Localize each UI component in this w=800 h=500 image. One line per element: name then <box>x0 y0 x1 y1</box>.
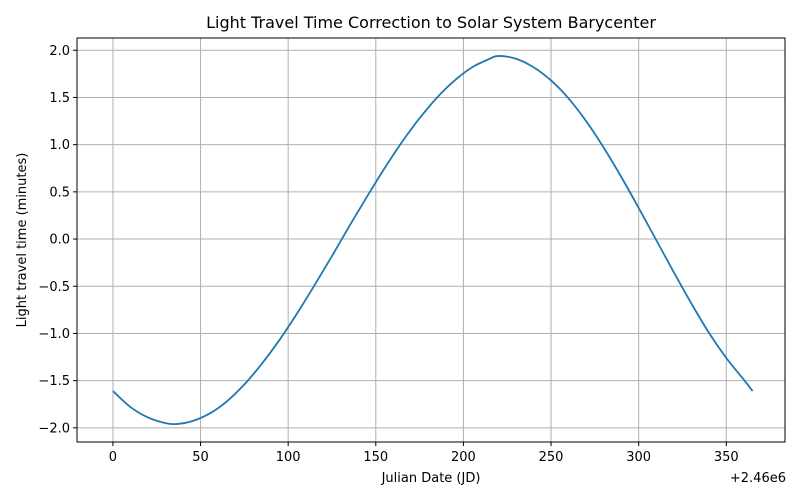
plot-frame <box>76 37 786 443</box>
x-tick-label: 350 <box>714 450 739 465</box>
y-tick-label: 1.0 <box>49 138 70 153</box>
x-tick-label: 100 <box>276 450 301 465</box>
y-tick-label: −1.0 <box>38 327 70 342</box>
x-tick-label: 300 <box>626 450 651 465</box>
y-tick-label: −2.0 <box>38 421 70 436</box>
series-group <box>112 55 754 426</box>
y-tick-label: 0.5 <box>49 185 70 200</box>
x-ticks: 0 50 100 150 200 250 300 350 <box>109 442 739 465</box>
y-tick-label: 1.5 <box>49 91 70 106</box>
x-axis-offset-label: +2.46e6 <box>730 471 786 486</box>
x-tick-label: 200 <box>451 450 476 465</box>
x-tick-label: 50 <box>192 450 209 465</box>
x-tick-label: 150 <box>363 450 388 465</box>
y-tick-label: −0.5 <box>38 280 70 295</box>
y-axis-label: Light travel time (minutes) <box>15 153 30 328</box>
x-tick-label: 0 <box>109 450 117 465</box>
y-tick-label: −1.5 <box>38 374 70 389</box>
x-axis-label: Julian Date (JD) <box>381 471 481 486</box>
series-line <box>112 55 754 426</box>
chart-title: Light Travel Time Correction to Solar Sy… <box>206 13 656 32</box>
y-tick-label: 2.0 <box>49 44 70 59</box>
x-tick-label: 250 <box>539 450 564 465</box>
grid <box>77 38 785 442</box>
y-tick-label: 0.0 <box>49 233 70 248</box>
y-ticks: −2.0 −1.5 −1.0 −0.5 0.0 0.5 1.0 1.5 2.0 <box>38 44 77 436</box>
